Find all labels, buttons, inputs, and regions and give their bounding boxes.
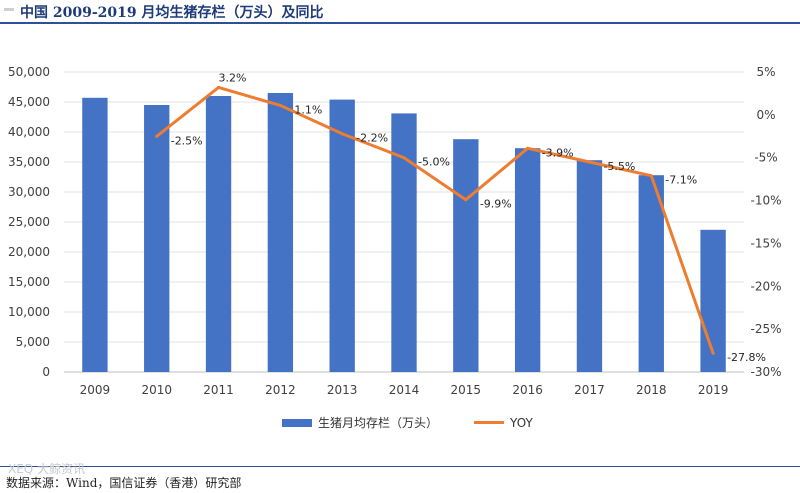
bar — [82, 97, 108, 373]
x-tick-label: 2010 — [141, 383, 172, 397]
y-right-tick-label: -5% — [754, 151, 777, 165]
yoy-data-label: -5.0% — [418, 156, 450, 169]
x-tick-label: 2012 — [265, 383, 296, 397]
legend-item-bar: 生猪月均存栏（万头） — [282, 414, 438, 431]
legend: 生猪月均存栏（万头） YOY — [282, 414, 569, 431]
y-left-tick-label: 35,000 — [8, 155, 50, 169]
chart-svg: 0 5,000 10,000 15,000 20,000 25,000 30,000 35,0… — [8, 65, 782, 397]
y-right-tick-label: -25% — [750, 322, 781, 336]
x-tick-label: 2018 — [636, 383, 667, 397]
yoy-line — [155, 85, 715, 355]
y-left-tick-label: 0 — [42, 365, 50, 379]
x-tick-label: 2017 — [574, 383, 605, 397]
title-rule — [0, 22, 800, 24]
bar — [144, 105, 170, 372]
y-left-tick-label: 45,000 — [8, 95, 50, 109]
watermark: XEQ 大鲸资讯 — [8, 462, 86, 476]
bar — [267, 93, 294, 372]
yoy-data-label: -2.5% — [171, 134, 203, 147]
y-right-tick-label: 0% — [756, 108, 775, 122]
y-right-tick-label: -15% — [750, 236, 781, 250]
yoy-point — [649, 174, 653, 178]
source-rule — [0, 466, 800, 467]
y-left-tick-label: 50,000 — [8, 65, 50, 79]
yoy-data-label: -7.1% — [665, 174, 697, 187]
y-right-tick-label: -20% — [750, 279, 781, 293]
yoy-point — [155, 134, 159, 138]
legend-bar-swatch — [282, 418, 312, 427]
y-left-tick-label: 30,000 — [8, 185, 50, 199]
chart-title: 中国 2009-2019 月均生猪存栏（万头）及同比 — [20, 5, 324, 21]
yoy-point — [278, 103, 282, 107]
bar — [576, 160, 603, 372]
y-right-tick-label: -10% — [750, 194, 781, 208]
bar — [329, 99, 355, 372]
legend-item-line: YOY — [474, 416, 533, 430]
bar — [638, 175, 664, 372]
yoy-data-label: -5.5% — [603, 160, 635, 173]
x-tick-label: 2013 — [327, 383, 358, 397]
yoy-point — [217, 85, 221, 89]
y-right-tick-label: 5% — [756, 65, 775, 79]
yoy-point — [587, 160, 591, 164]
y-left-tick-label: 20,000 — [8, 245, 50, 259]
yoy-data-label: -2.2% — [356, 132, 388, 145]
yoy-data-label: -27.8% — [727, 351, 766, 364]
y-right-tick-label: -30% — [750, 365, 781, 379]
x-tick-label: 2015 — [451, 383, 482, 397]
yoy-point — [340, 132, 344, 136]
bar — [700, 229, 726, 372]
yoy-data-label: -9.9% — [480, 198, 512, 211]
y-left-tick-label: 25,000 — [8, 215, 50, 229]
bar — [453, 139, 479, 372]
y-left-tick-label: 10,000 — [8, 305, 50, 319]
title-mark — [4, 8, 14, 11]
yoy-data-label: 3.2% — [219, 71, 247, 84]
yoy-point — [464, 198, 468, 202]
y-left-tick-label: 5,000 — [16, 335, 50, 349]
chart-area: 0 5,000 10,000 15,000 20,000 25,000 30,000 35,0… — [0, 24, 800, 462]
bar — [514, 148, 541, 372]
yoy-point — [402, 156, 406, 160]
legend-line-label: YOY — [510, 415, 533, 430]
yoy-point — [526, 146, 530, 150]
bar — [391, 113, 417, 373]
x-tick-label: 2011 — [203, 383, 234, 397]
y-left-tick-label: 40,000 — [8, 125, 50, 139]
yoy-point — [711, 351, 715, 355]
legend-bar-label: 生猪月均存栏（万头） — [318, 416, 439, 430]
x-tick-label: 2014 — [389, 383, 420, 397]
x-tick-label: 2016 — [512, 383, 543, 397]
bar — [205, 96, 232, 372]
yoy-data-label: 1.1% — [294, 103, 322, 116]
y-left-tick-label: 15,000 — [8, 275, 50, 289]
yoy-data-label: -3.9% — [542, 146, 574, 159]
source-note: 数据来源：Wind，国信证券（香港）研究部 — [6, 476, 242, 490]
legend-line-swatch — [474, 421, 505, 424]
x-tick-label: 2009 — [80, 383, 111, 397]
x-tick-label: 2019 — [698, 383, 729, 397]
